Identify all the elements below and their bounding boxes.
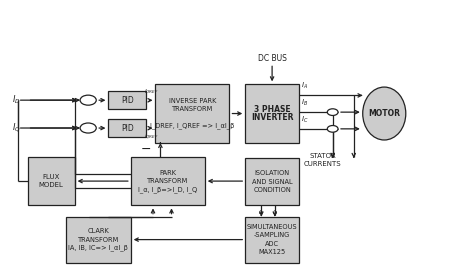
Text: IA, IB, IC=> I_αI_β: IA, IB, IC=> I_αI_β [68,245,128,251]
Text: $I_A$: $I_A$ [301,81,308,91]
Bar [155,84,230,143]
Text: $I_C$: $I_C$ [301,115,309,125]
Text: $I_A$: $I_A$ [271,208,278,217]
Text: I_DREF, I_QREF => I_αI_β: I_DREF, I_QREF => I_αI_β [150,123,234,129]
Text: ISOLATION: ISOLATION [255,171,290,176]
Text: PARK: PARK [159,170,176,176]
Text: $I_{DREF}$: $I_{DREF}$ [144,87,158,96]
Circle shape [80,123,96,133]
Ellipse shape [363,87,406,140]
Text: $I_{QREF}$: $I_{QREF}$ [144,132,158,141]
Text: MAX125: MAX125 [258,249,286,255]
Text: AND SIGNAL: AND SIGNAL [252,179,292,185]
Text: CLARK: CLARK [87,228,109,234]
Text: TRANSFORM: TRANSFORM [78,237,119,242]
Text: INVERSE PARK: INVERSE PARK [169,98,216,104]
Bar [245,158,299,206]
Circle shape [80,95,96,105]
Text: CONDITION: CONDITION [253,187,291,193]
Circle shape [327,109,338,115]
Text: MODEL: MODEL [39,182,63,188]
Text: PID: PID [121,96,134,105]
Bar [66,217,131,263]
Text: $I_Q$: $I_Q$ [12,122,21,134]
Circle shape [327,125,338,132]
Text: INVERTER: INVERTER [251,113,293,122]
Bar [131,157,205,206]
Text: −: − [141,143,152,156]
Bar [245,217,299,263]
Text: TRANSFORM: TRANSFORM [172,106,213,112]
Text: FLUX: FLUX [42,174,60,180]
Text: $I_B$: $I_B$ [258,208,265,217]
Text: $I_D$: $I_D$ [12,94,21,106]
Text: MOTOR: MOTOR [368,109,400,118]
Text: STATOR
CURRENTS: STATOR CURRENTS [304,153,342,167]
Bar [245,84,299,143]
Text: DC BUS: DC BUS [258,54,287,63]
Text: I_α, I_β=>I_D, I_Q: I_α, I_β=>I_D, I_Q [138,186,198,193]
Text: -SAMPLING: -SAMPLING [254,232,290,239]
Text: TRANSFORM: TRANSFORM [147,178,189,184]
Bar [108,91,147,109]
Bar [27,157,75,206]
Bar [108,119,147,137]
Text: ADC: ADC [265,241,279,247]
Text: 3 PHASE: 3 PHASE [254,105,290,114]
Text: SIMULTANEOUS: SIMULTANEOUS [247,224,297,230]
Text: $I_B$: $I_B$ [301,98,308,108]
Text: PID: PID [121,124,134,133]
